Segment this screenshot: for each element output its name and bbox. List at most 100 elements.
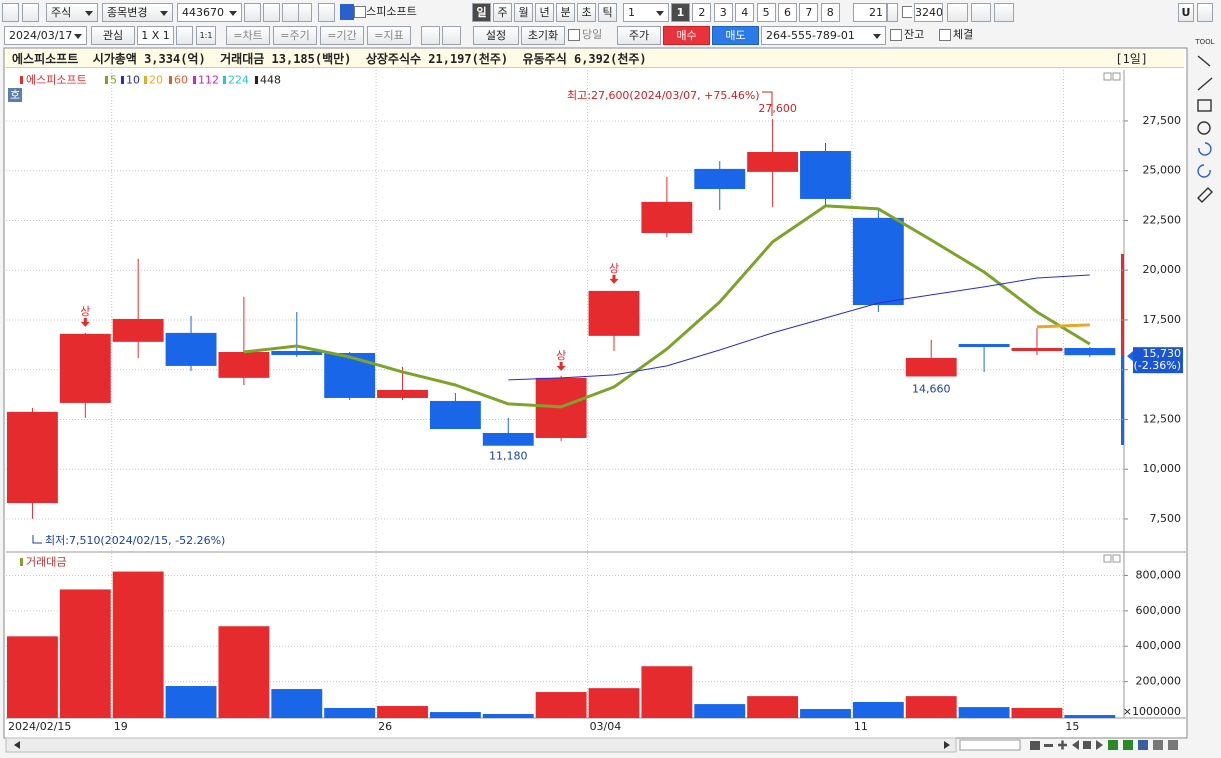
- icon[interactable]: [1030, 741, 1040, 750]
- icon[interactable]: [1168, 740, 1178, 750]
- tab-button[interactable]: =주기: [273, 26, 317, 45]
- tab-button[interactable]: =차트: [226, 26, 270, 45]
- annotation: 14,660: [912, 382, 951, 395]
- preset-button[interactable]: 1: [671, 3, 690, 22]
- menu-dropdown[interactable]: [298, 3, 312, 22]
- candle-body: [800, 150, 851, 199]
- sell-button[interactable]: 매도: [712, 26, 759, 45]
- favorite-button[interactable]: [263, 3, 280, 22]
- legend-swatch: [169, 76, 172, 84]
- buy-button[interactable]: 매수: [663, 26, 710, 45]
- preset-button[interactable]: 6: [778, 3, 797, 22]
- filled-check[interactable]: 체결: [937, 26, 981, 45]
- scroll-right[interactable]: [944, 741, 950, 749]
- hundred-button[interactable]: [318, 3, 335, 22]
- save-button[interactable]: [971, 3, 991, 22]
- legend-entry: 10: [126, 74, 140, 87]
- tool-icon[interactable]: [1197, 77, 1213, 91]
- tool-icon[interactable]: [1197, 121, 1211, 135]
- price-button[interactable]: 주가: [617, 26, 661, 45]
- preset-button[interactable]: 3: [713, 3, 733, 22]
- period-button[interactable]: 틱: [598, 3, 617, 22]
- zoom-slider[interactable]: [959, 739, 1021, 751]
- crosshair-button[interactable]: [421, 26, 440, 45]
- tool-icon[interactable]: [1197, 55, 1211, 67]
- span-input[interactable]: 21: [853, 3, 887, 22]
- signal-label: 상: [80, 305, 90, 318]
- legend-swatch: [193, 76, 196, 84]
- period-button[interactable]: 분: [556, 3, 575, 22]
- icon[interactable]: [1153, 740, 1163, 750]
- search-button[interactable]: [244, 3, 261, 22]
- bar: [429, 712, 481, 718]
- tool-icon[interactable]: [1197, 99, 1212, 112]
- settings-button[interactable]: 설정: [473, 26, 519, 45]
- menu-button[interactable]: [282, 3, 299, 22]
- pane-button[interactable]: [1112, 554, 1121, 563]
- pane-button[interactable]: [1103, 554, 1112, 563]
- scrollbar[interactable]: [5, 737, 957, 753]
- preset-button[interactable]: 5: [756, 3, 776, 22]
- legend-swatch: [20, 558, 23, 566]
- nav-button[interactable]: [22, 3, 39, 22]
- user-button[interactable]: U: [1178, 3, 1194, 22]
- icon[interactable]: [1058, 740, 1067, 750]
- tab-button[interactable]: =기간: [320, 26, 364, 45]
- balance-check[interactable]: 잔고: [888, 26, 932, 45]
- tool-icon[interactable]: [1197, 187, 1213, 203]
- icon[interactable]: [1083, 741, 1091, 749]
- period-button[interactable]: 초: [577, 3, 596, 22]
- span-spinner[interactable]: [887, 3, 898, 22]
- expand-button[interactable]: [1197, 3, 1213, 22]
- reset-button[interactable]: 초기화: [521, 26, 565, 45]
- today-check[interactable]: 당일: [566, 26, 612, 45]
- icon[interactable]: [1138, 740, 1148, 750]
- pane-button[interactable]: [1112, 72, 1121, 81]
- icon[interactable]: [1108, 740, 1118, 750]
- preset-button[interactable]: 8: [820, 3, 840, 22]
- ratio-button[interactable]: 1:1: [196, 26, 216, 45]
- pane-button[interactable]: [1103, 72, 1112, 81]
- period-button[interactable]: 년: [535, 3, 554, 22]
- period-button[interactable]: 주: [493, 3, 512, 22]
- legend-entry: 60: [174, 74, 188, 87]
- scroll-left[interactable]: [14, 741, 20, 749]
- preset-button[interactable]: 7: [799, 3, 819, 22]
- preset-button[interactable]: 2: [692, 3, 712, 22]
- account-select[interactable]: 264-555-789-01: [761, 26, 886, 45]
- candle-body: [377, 390, 428, 398]
- currency-button[interactable]: [442, 26, 461, 45]
- tool-icon[interactable]: [1198, 142, 1212, 156]
- watch-button[interactable]: 관심: [91, 26, 135, 45]
- icon[interactable]: [1123, 740, 1133, 750]
- date-input[interactable]: 2024/03/17: [4, 26, 87, 45]
- last-price-pointer: [1127, 351, 1133, 362]
- signal-arrow: [609, 274, 619, 284]
- y-tick-label: 600,000: [1136, 604, 1182, 617]
- period-button[interactable]: 일: [472, 3, 491, 22]
- grid-button[interactable]: [176, 26, 193, 45]
- icon[interactable]: [1096, 740, 1103, 750]
- y-tick-label: 12,500: [1143, 412, 1182, 425]
- candle-body: [588, 290, 640, 336]
- config-button[interactable]: [994, 3, 1014, 22]
- icon[interactable]: [1072, 740, 1079, 750]
- nav-button[interactable]: [2, 3, 19, 22]
- period-button[interactable]: 월: [514, 3, 533, 22]
- preset-button[interactable]: 4: [735, 3, 755, 22]
- option-button[interactable]: [947, 3, 968, 22]
- range-bar-down: [1121, 355, 1124, 445]
- icon[interactable]: [1044, 744, 1053, 747]
- change-code-select[interactable]: 종목변경: [102, 3, 173, 22]
- period-count[interactable]: 1: [623, 3, 669, 22]
- market-select[interactable]: 주식: [46, 3, 98, 22]
- quote-button[interactable]: [8, 88, 22, 102]
- tool-icon[interactable]: [1197, 164, 1211, 178]
- moving-average: [508, 274, 1090, 381]
- layout-input[interactable]: 1 X 1: [137, 26, 174, 45]
- total-count: 3240: [914, 3, 943, 22]
- code-input[interactable]: 443670: [177, 3, 242, 22]
- tab-button[interactable]: =지표: [367, 26, 411, 45]
- bar: [271, 689, 323, 718]
